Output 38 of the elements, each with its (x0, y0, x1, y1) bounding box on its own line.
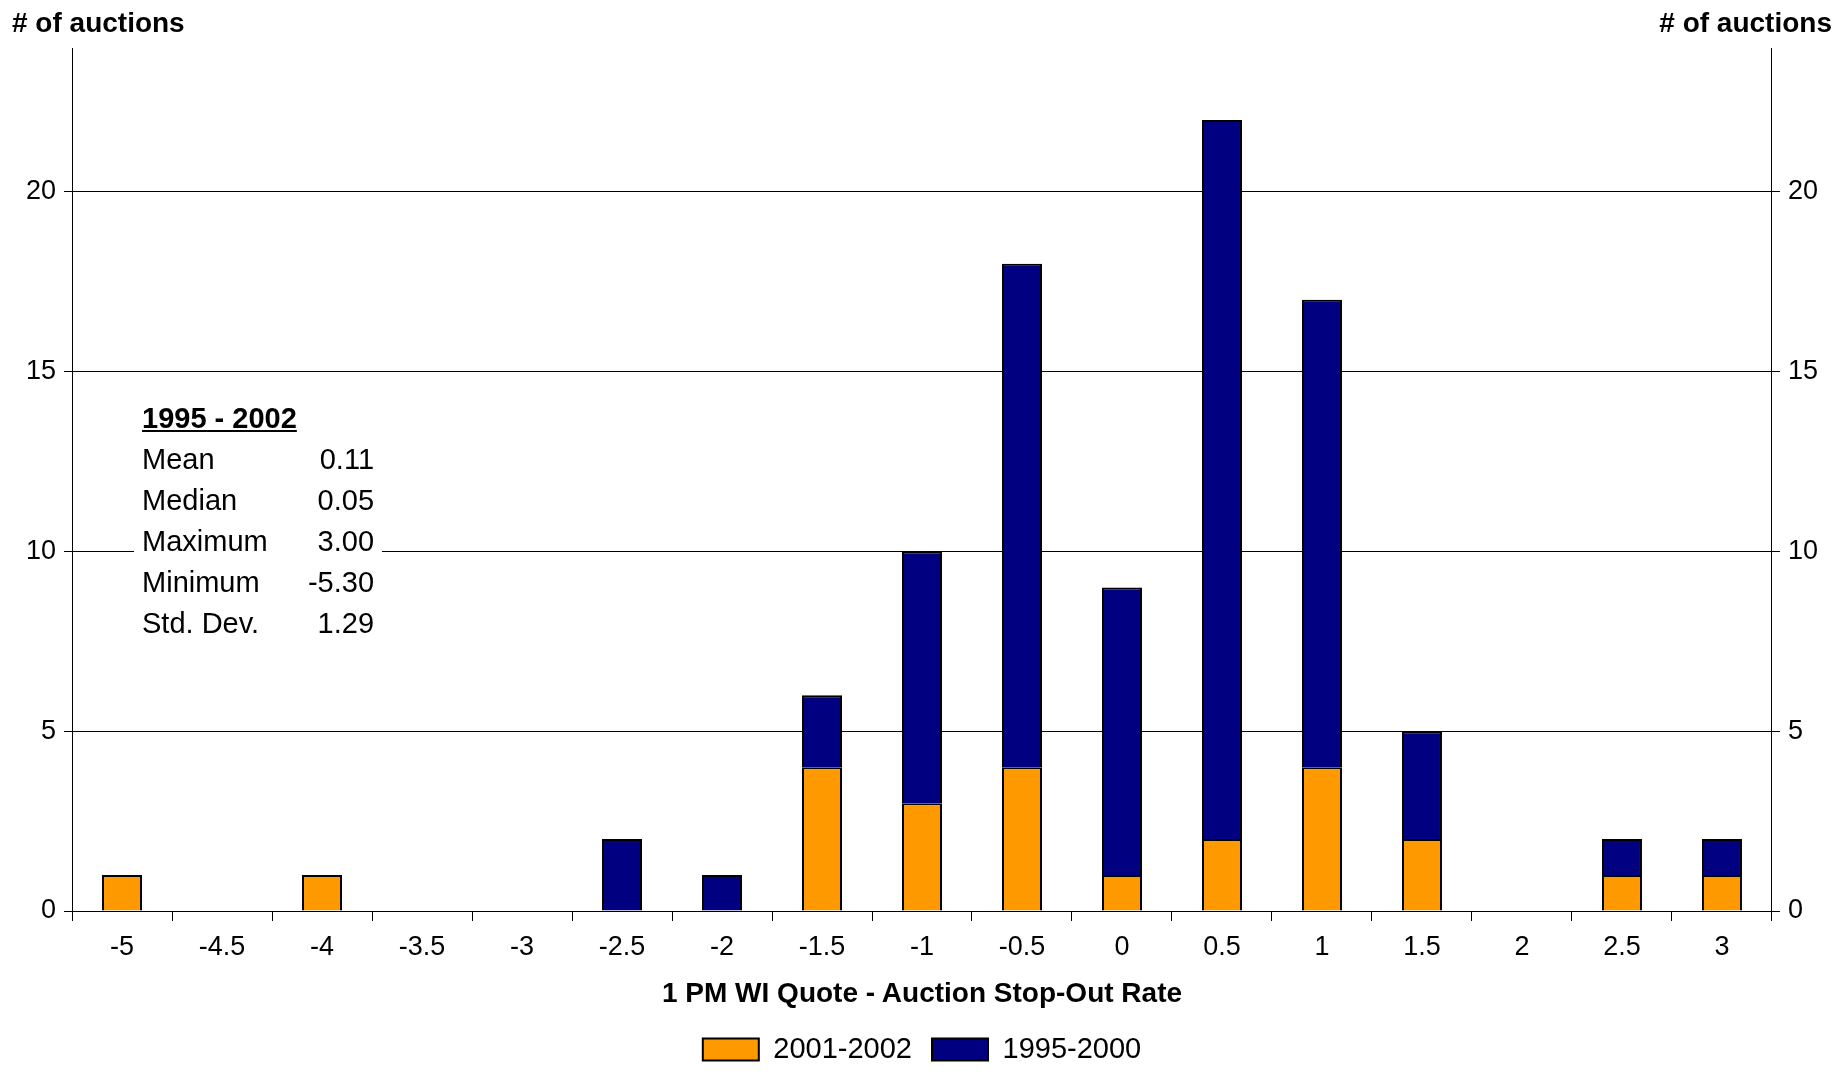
x-tick-label: -3.5 (398, 930, 446, 961)
x-tick-label: -2 (710, 930, 735, 961)
y-axis-title: # of auctions (12, 6, 185, 38)
x-axis-title: 1 PM WI Quote - Auction Stop-Out Rate (661, 976, 1183, 1008)
x-tick-label: -2.5 (598, 930, 646, 961)
x-tick-label: 3 (1714, 930, 1730, 961)
x-tick-label: -3 (510, 930, 535, 961)
y-tick-label: 15 (25, 355, 57, 386)
y2-axis-title: # of auctions (1659, 6, 1832, 38)
y2-tick-label: 10 (1787, 534, 1819, 565)
y2-tick-label: 20 (1787, 175, 1819, 206)
text: Mean 0.11 (142, 442, 375, 475)
x-tick-label: -4 (310, 930, 335, 961)
x-tick-label: 2.5 (1603, 930, 1641, 961)
text: Minimum -5.30 (142, 565, 375, 598)
x-tick-label: -4.5 (198, 930, 246, 961)
x-tick-label: -0.5 (998, 930, 1046, 961)
legend-label: 2001-2002 (773, 1031, 912, 1064)
text: Maximum 3.00 (142, 524, 375, 557)
y-tick-label: 5 (41, 714, 57, 745)
x-tick-label: 0.5 (1203, 930, 1241, 961)
x-tick-label: -5 (110, 930, 135, 961)
y2-tick-label: 15 (1787, 355, 1819, 386)
x-tick-label: 2 (1514, 930, 1530, 961)
x-tick-label: -1 (909, 930, 935, 961)
text: Median 0.05 (142, 483, 375, 516)
x-tick-label: 0 (1114, 930, 1130, 961)
y2-tick-label: 5 (1787, 714, 1803, 745)
legend-label: 1995-2000 (1002, 1031, 1142, 1064)
annotation: 1995 - 2002 (142, 400, 298, 436)
x-tick-label: 1.5 (1403, 930, 1441, 961)
x-tick-label: -1.5 (798, 930, 846, 961)
text: Std. Dev. 1.29 (142, 606, 375, 639)
y2-tick-label: 0 (1787, 894, 1803, 925)
x-tick-label: 1 (1314, 930, 1330, 961)
y-tick-label: 20 (25, 175, 57, 206)
y-tick-label: 10 (25, 534, 57, 565)
y-tick-label: 0 (41, 894, 57, 925)
